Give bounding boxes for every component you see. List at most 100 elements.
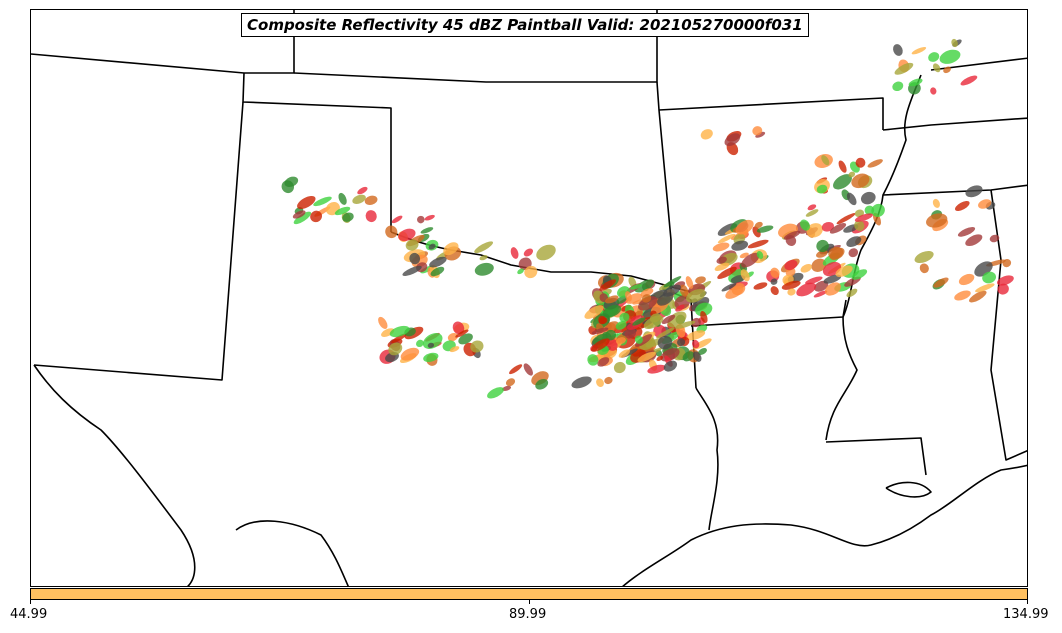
paintball-blob [685,276,694,289]
paintball-blob [615,320,627,330]
paintball-blob [428,243,436,250]
paintball-blob [951,38,958,48]
paintball-blob [517,268,524,275]
paintball-blob [656,327,675,339]
paintball-blob [814,280,829,292]
paintball-blob [385,225,398,239]
paintball-blob [430,266,445,277]
paintball-blob [618,349,630,358]
paintball-blob [604,376,613,385]
paintball-blob [501,385,512,391]
paintball-blob [811,258,827,272]
paintball-blob [816,239,829,253]
paintball-blob [833,174,852,190]
paintball-blob [682,351,695,362]
paintball-blob [930,87,937,95]
paintball-blob [933,277,949,288]
paintball-blob [598,315,607,324]
paintball-blob [926,213,948,228]
paintball-blob [416,339,424,348]
paintball-blob [420,227,434,234]
paintball-blob [641,294,652,303]
paintball-blob [284,176,299,187]
paintball-blob [747,239,769,249]
paintball-blob [828,246,844,259]
paintball-blob [686,330,706,341]
paintball-blob [487,387,504,399]
paintball-blob [997,283,1009,295]
paintball-blob [624,328,637,339]
paintball-blob [342,212,354,222]
paintball-blob [741,252,760,268]
paintball-blob [800,264,813,273]
paintball-blob [854,220,865,232]
colorbar [30,588,1028,600]
paintball-blob [409,252,421,265]
paintball-blob [714,262,730,271]
paintball-blob [334,206,351,216]
paintball-blob [310,210,322,223]
paintball-blob [364,195,378,205]
paintball-blob [587,354,599,366]
paintball-blob [695,276,706,284]
paintball-blob [535,378,549,390]
paintball-blob [851,173,870,189]
paintball-blob [597,357,610,367]
paintball-blob [677,338,686,347]
paintball-blob [754,221,763,229]
paintball-blob [591,327,609,335]
paintball-blob [424,214,435,221]
paintball-blob [647,364,666,374]
paintball-blob [596,378,604,388]
paintball-blob [686,288,706,303]
paintball-blob [443,242,459,256]
paintball-blob [640,288,654,297]
paintball-blob [855,157,866,168]
paintball-blob [969,290,987,303]
paintball-blob [784,259,798,271]
paintball-blob [523,363,533,376]
paintball-blob [536,244,556,261]
paintball-blob [939,49,961,64]
paintball-blob [813,290,828,298]
paintball-blob [591,338,610,352]
paintball-blob [663,360,678,372]
paintball-blob [716,256,727,264]
paintball-blob [474,241,493,254]
paintball-blob [846,236,862,247]
paintball-blob [452,321,465,335]
paintball-blob [805,276,823,285]
paintball-blob [605,321,619,332]
paintball-blob [989,234,1000,243]
paintball-blob [954,290,971,301]
paintball-blob [429,256,447,268]
paintball-blob [816,184,828,194]
colorbar-tick-label-mid: 89.99 [509,607,547,622]
paintball-blob [619,312,630,323]
paintball-blob [957,227,976,237]
paintball-blob [695,302,713,317]
paintball-blob [625,291,632,302]
paintball-blob [455,329,469,338]
paintball-blob [584,305,604,319]
paintball-blob [679,284,689,297]
paintball-blob [717,233,736,244]
paintball-blob [719,252,738,266]
paintball-blob [753,282,768,290]
paintball-blob [975,283,995,293]
paintball-blob [613,361,626,374]
paintball-blob [700,129,713,140]
paintball-blob [867,159,883,168]
colorbar-tick [529,600,530,604]
paintball-blob [505,378,516,387]
paintball-blob [615,337,626,345]
paintball-blob [892,81,904,92]
paintball-blob [637,351,656,363]
paintball-blob [509,364,523,375]
paintball-blob [470,340,484,353]
paintball-blob [800,219,810,231]
paintball-blob [908,78,923,87]
paintball-blob [663,276,682,288]
paintball-blob [996,275,1014,286]
paintball-blob [357,186,368,195]
